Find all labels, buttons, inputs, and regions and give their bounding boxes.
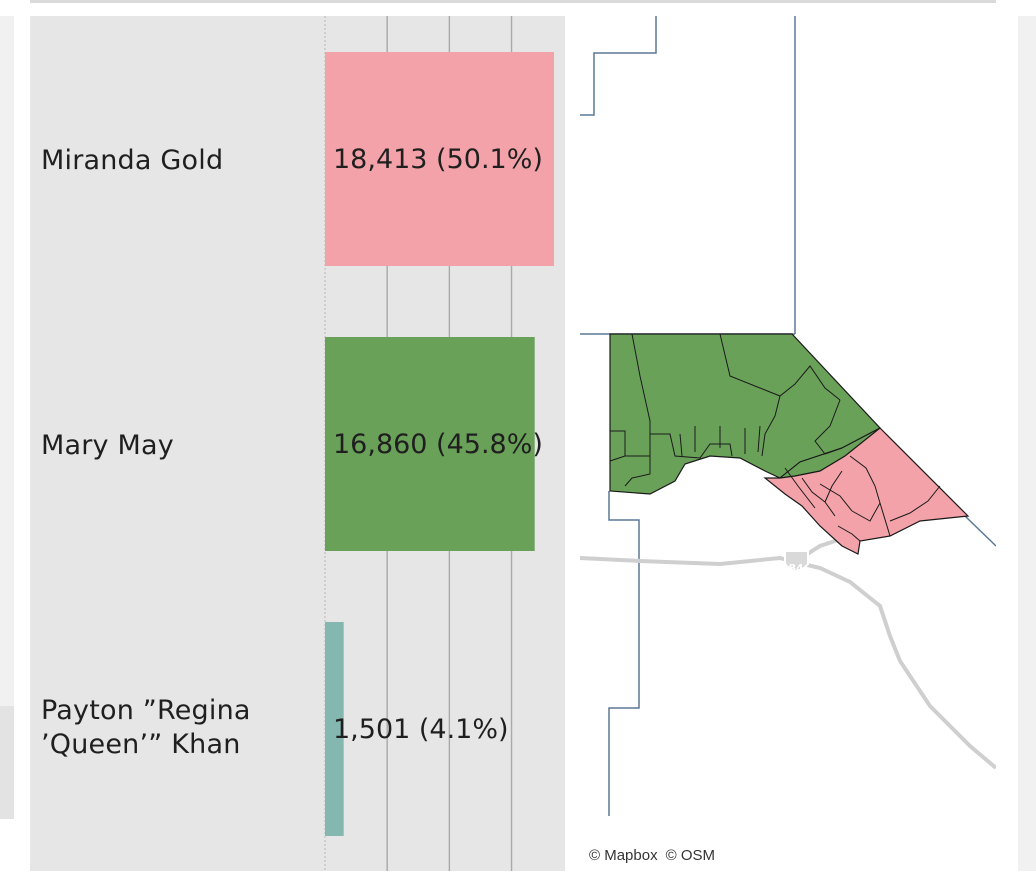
bar-1[interactable]	[325, 52, 554, 266]
map-svg: 84	[580, 16, 996, 816]
bar-2[interactable]	[325, 337, 535, 551]
right-panel-edge	[1018, 16, 1036, 871]
bar-value-label-1: 18,413 (50.1%)	[333, 144, 543, 175]
candidate-label-miranda-gold: Miranda Gold	[41, 145, 224, 176]
boundary-line	[964, 515, 996, 547]
candidate-label-line-1: Payton ”Regina	[41, 695, 251, 726]
highway-road	[580, 555, 996, 770]
results-bar-chart: 18,413 (50.1%) 16,860 (45.8%) 1,501 (4.1%)…	[30, 16, 565, 871]
candidate-label-line-2: ’Queen’” Khan	[41, 729, 241, 760]
left-panel-edge-shade	[0, 706, 14, 819]
precinct-borders	[609, 333, 941, 542]
boundary-line	[580, 16, 657, 116]
precinct-map[interactable]: 84 © Mapbox © OSM	[580, 16, 996, 871]
map-attribution[interactable]: © Mapbox © OSM	[586, 846, 726, 865]
left-panel-edge	[0, 16, 14, 819]
bar-value-label-3: 1,501 (4.1%)	[333, 714, 509, 745]
top-divider	[30, 0, 996, 3]
highway-shield-number: 84	[788, 562, 804, 575]
precinct-region-gold[interactable]	[763, 427, 970, 555]
bar-chart-svg: 18,413 (50.1%) 16,860 (45.8%) 1,501 (4.1%)	[324, 16, 554, 871]
boundary-line	[608, 491, 640, 816]
candidate-label-mary-may: Mary May	[41, 430, 174, 461]
interstate-84-shield-icon: 84	[784, 550, 809, 575]
bar-3[interactable]	[325, 622, 344, 836]
osm-attribution-link[interactable]: © OSM	[665, 847, 715, 864]
mapbox-attribution-link[interactable]: © Mapbox	[589, 847, 658, 864]
bar-value-label-2: 16,860 (45.8%)	[333, 429, 543, 460]
candidate-label-payton-khan: Payton ”Regina ’Queen’” Khan	[41, 694, 311, 762]
